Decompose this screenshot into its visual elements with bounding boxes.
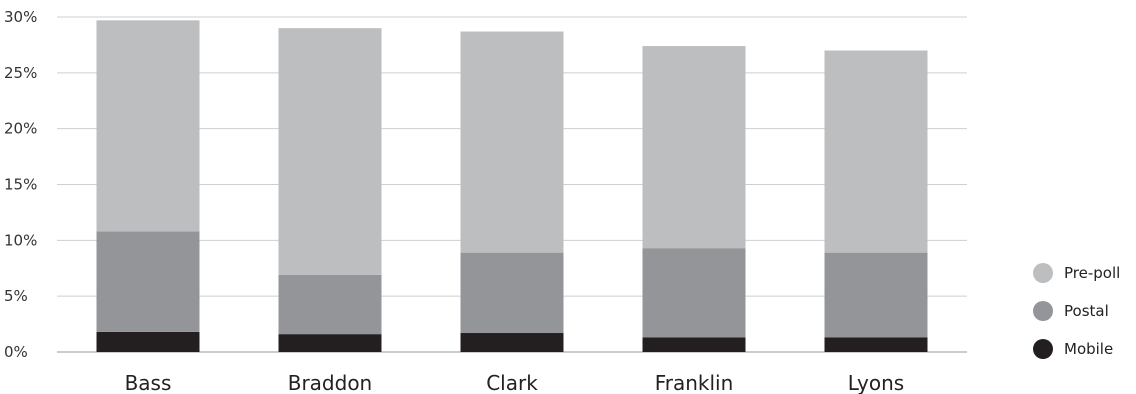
bar-postal-clark (460, 252, 564, 334)
legend-swatch (1033, 263, 1053, 283)
y-tick-label: 25% (4, 64, 37, 82)
legend-label: Pre-poll (1064, 264, 1120, 282)
y-tick-label: 0% (4, 343, 28, 361)
x-category-label: Lyons (848, 371, 904, 394)
x-category-label: Bass (125, 371, 172, 394)
bars (96, 20, 928, 352)
bar-pre-poll-bass (96, 20, 200, 232)
bar-pre-poll-lyons (824, 50, 928, 253)
x-category-label: Braddon (288, 371, 373, 394)
y-tick-label: 15% (4, 176, 37, 194)
x-axis-labels: Bass Braddon Clark Franklin Lyons (125, 371, 905, 394)
bar-mobile-bass (96, 331, 200, 352)
x-category-label: Clark (486, 371, 538, 394)
bar-postal-braddon (278, 274, 382, 335)
legend: Pre-poll Postal Mobile (1033, 263, 1120, 359)
legend-label: Mobile (1064, 340, 1113, 358)
bar-pre-poll-franklin (642, 46, 746, 249)
bar-postal-franklin (642, 248, 746, 338)
y-tick-label: 10% (4, 231, 37, 249)
y-axis-ticks: 0% 5% 10% 15% 20% 25% 30% (4, 8, 37, 361)
legend-label: Postal (1064, 302, 1109, 320)
bar-pre-poll-braddon (278, 28, 382, 275)
bar-postal-lyons (824, 252, 928, 338)
bar-mobile-franklin (642, 337, 746, 352)
bar-postal-bass (96, 231, 200, 332)
bar-mobile-lyons (824, 337, 928, 352)
legend-swatch (1033, 301, 1053, 321)
legend-swatch (1033, 339, 1053, 359)
y-tick-label: 5% (4, 287, 28, 305)
y-tick-label: 30% (4, 8, 37, 26)
x-category-label: Franklin (655, 371, 734, 394)
y-tick-label: 20% (4, 120, 37, 138)
bar-pre-poll-clark (460, 31, 564, 253)
bar-mobile-clark (460, 333, 564, 352)
bar-mobile-braddon (278, 334, 382, 352)
